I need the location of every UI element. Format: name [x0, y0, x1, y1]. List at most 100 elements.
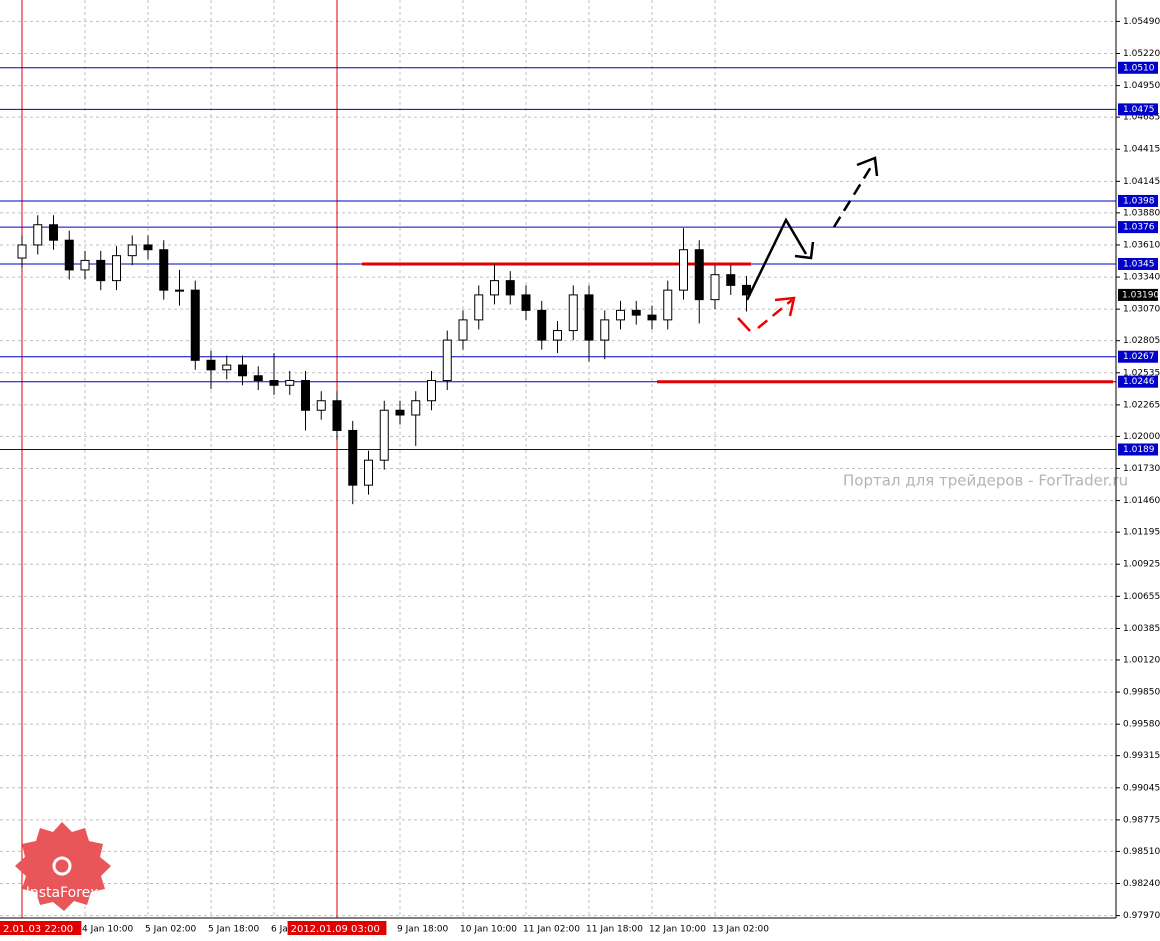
candle-body — [64, 239, 74, 271]
candle-body — [253, 375, 263, 382]
x-tick-label: 5 Jan 02:00 — [145, 925, 197, 935]
candle-body — [521, 294, 531, 311]
levels — [0, 67, 1116, 450]
y-tick-label: 0.99850 — [1123, 688, 1160, 698]
y-tick-label: 1.00120 — [1123, 655, 1160, 665]
level-label: 1.0345 — [1123, 259, 1155, 269]
level-label: 1.0376 — [1123, 223, 1155, 233]
y-tick-label: 1.00655 — [1123, 592, 1160, 602]
y-tick-label: 1.02535 — [1123, 368, 1160, 378]
candle-body — [490, 280, 499, 296]
candle-body — [285, 380, 295, 386]
candle-body — [600, 319, 610, 341]
candle-body — [663, 289, 673, 321]
candle-body — [348, 429, 358, 486]
candle-body — [379, 409, 389, 461]
y-tick-label: 1.04950 — [1123, 81, 1160, 91]
level-label: 1.0246 — [1123, 377, 1155, 387]
y-tick-label: 1.05490 — [1123, 17, 1160, 27]
marker-label-box — [287, 921, 387, 935]
candle-body — [238, 364, 247, 377]
level-label-box — [1118, 103, 1158, 116]
candle-body — [647, 314, 657, 321]
candle-body — [427, 380, 436, 402]
arrow-path — [737, 317, 751, 332]
y-tick-label: 1.00925 — [1123, 560, 1160, 570]
candle-body — [96, 259, 106, 282]
x-tick-label: 4 Jan 10:00 — [82, 925, 134, 935]
level-label-box — [1118, 61, 1158, 74]
y-tick-label: 1.04145 — [1123, 177, 1160, 187]
x-tick-label: 11 Jan 18:00 — [586, 925, 643, 935]
y-tick-label: 1.01460 — [1123, 496, 1160, 506]
y-tick-label: 1.02000 — [1123, 432, 1160, 442]
y-tick-label: 0.99315 — [1123, 751, 1160, 761]
candle-body — [17, 244, 27, 259]
y-tick-label: 1.03340 — [1123, 273, 1160, 283]
level-label-box — [1118, 350, 1158, 363]
current-price-label: 1.03190 — [1122, 290, 1159, 300]
level-label: 1.0189 — [1123, 445, 1155, 455]
x-tick-label: 6 Jan — [271, 925, 293, 935]
current-price-box — [1118, 288, 1158, 301]
forecast-arrows — [737, 156, 879, 332]
candle-body — [584, 294, 594, 341]
level-label: 1.0475 — [1123, 105, 1155, 115]
y-tick-label: 1.03070 — [1123, 305, 1160, 315]
candle-body — [710, 274, 720, 301]
candle-body — [222, 364, 232, 371]
y-tick-label: 1.01730 — [1123, 464, 1160, 474]
arrow-head — [774, 296, 796, 317]
candle-body — [49, 224, 58, 241]
candle-body — [112, 255, 121, 282]
x-tick-label: 12 Jan 10:00 — [649, 925, 706, 935]
marker-label: 2012.01.09 03:00 — [291, 924, 380, 935]
candle-body — [442, 339, 452, 382]
y-tick-label: 0.97970 — [1123, 911, 1160, 921]
y-tick-label: 1.02265 — [1123, 400, 1160, 410]
y-tick-label: 1.05220 — [1123, 49, 1160, 59]
x-tick-label: 5 Jan 18:00 — [208, 925, 260, 935]
logo-text: InstaForex — [26, 885, 99, 901]
candle-body — [301, 380, 310, 411]
candle-body — [411, 400, 421, 416]
y-tick-label: 1.02805 — [1123, 336, 1160, 346]
arrow-path — [832, 161, 876, 228]
candle-body — [127, 244, 137, 257]
level-label-box — [1118, 375, 1158, 388]
candle-body — [269, 380, 279, 386]
candle-body — [159, 249, 169, 291]
y-tick-label: 0.98240 — [1123, 879, 1160, 889]
candle-body — [553, 330, 562, 341]
x-tick-label: 11 Jan 02:00 — [523, 925, 580, 935]
level-label-box — [1118, 257, 1158, 270]
candle-body — [616, 309, 625, 321]
candle-body — [33, 224, 43, 246]
marker-label: 2.01.03 22:00 — [3, 924, 73, 935]
y-tick-label: 1.00385 — [1123, 624, 1160, 634]
y-tick-label: 1.04685 — [1123, 113, 1160, 123]
logo: InstaForex — [15, 822, 111, 911]
x-tick-label: 10 Jan 10:00 — [460, 925, 517, 935]
candle-body — [395, 409, 405, 416]
arrow-head — [794, 241, 815, 260]
arrow-path — [745, 217, 808, 301]
level-label-box — [1118, 194, 1158, 207]
grid — [0, 0, 1116, 918]
y-tick-label: 0.98510 — [1123, 847, 1160, 857]
y-tick-label: 0.99045 — [1123, 783, 1160, 793]
y-tick-label: 1.03880 — [1123, 208, 1160, 218]
arrow-head — [856, 156, 879, 177]
candle-body — [364, 459, 373, 486]
candle-body — [726, 274, 736, 286]
candle-body — [175, 289, 184, 292]
y-tick-label: 0.99580 — [1123, 720, 1160, 730]
candle-body — [568, 294, 578, 332]
marker-label-box — [0, 921, 82, 935]
candle-body — [206, 359, 216, 371]
candles — [17, 215, 751, 505]
candle-body — [332, 400, 342, 431]
arrow-path — [757, 299, 793, 329]
